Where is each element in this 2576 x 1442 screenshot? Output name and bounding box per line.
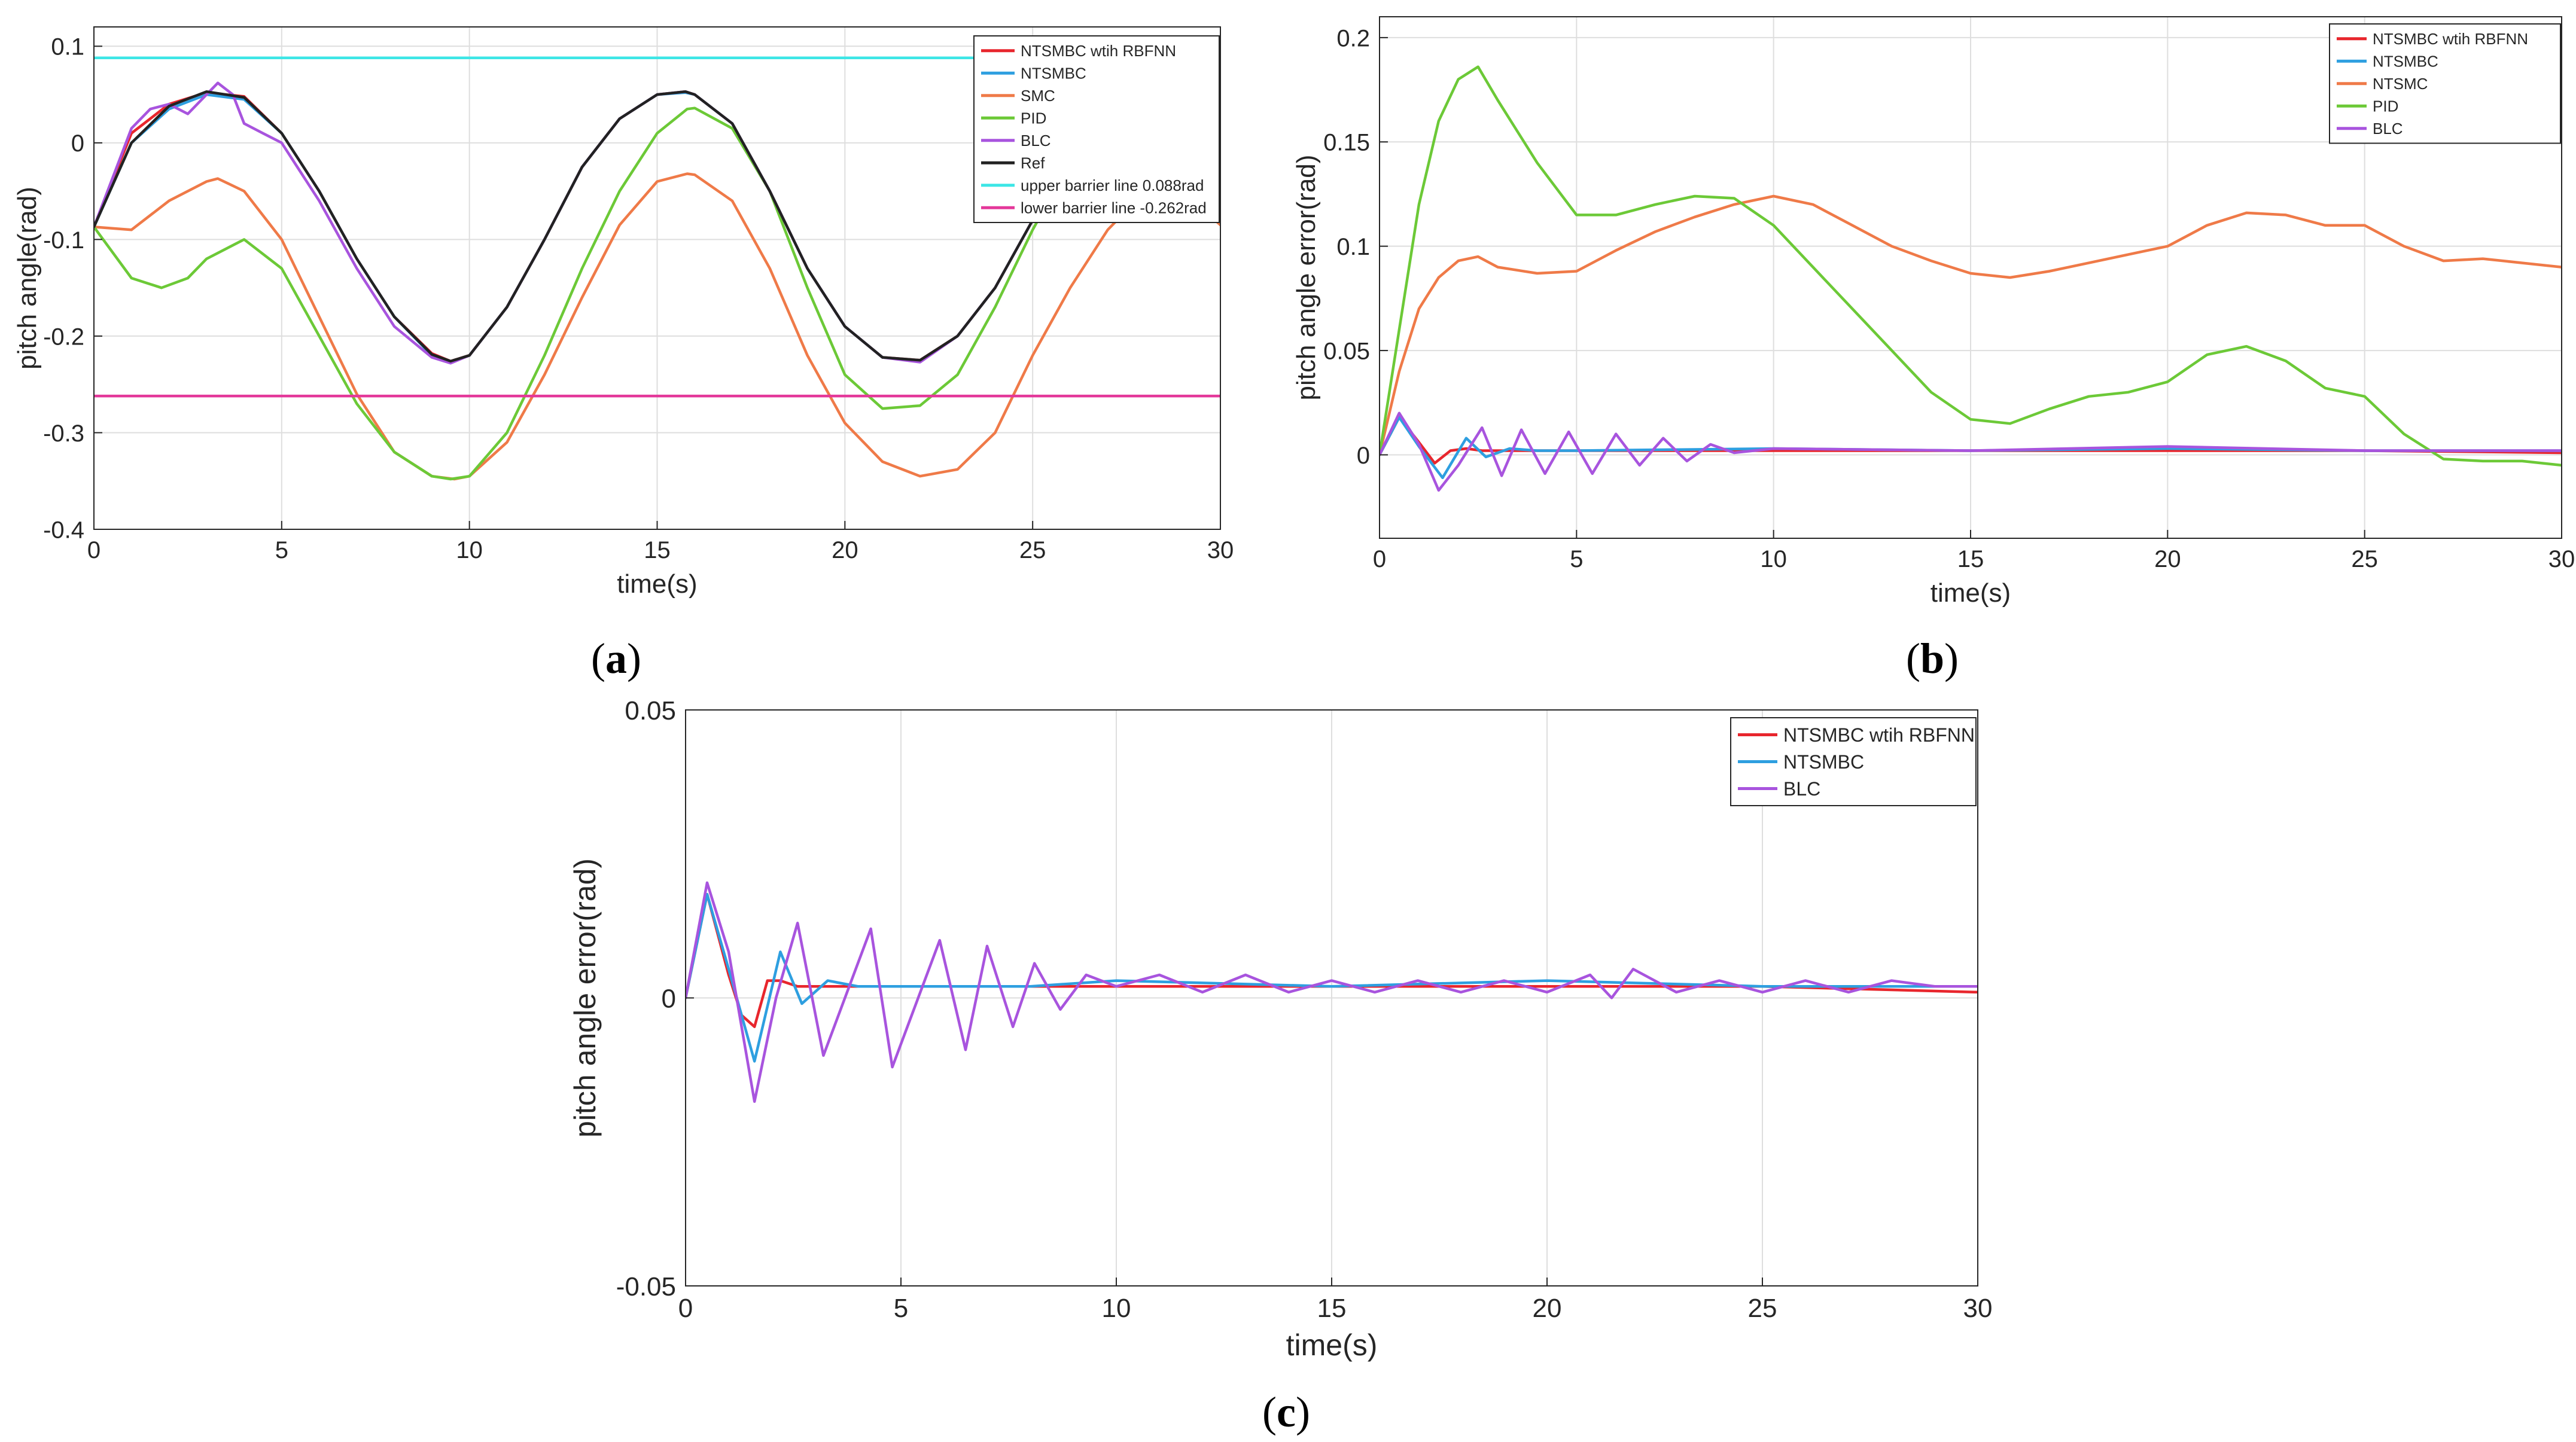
x-tick-label: 0: [87, 537, 101, 563]
x-tick-label: 15: [1957, 546, 1984, 572]
y-tick-label: 0: [1357, 443, 1370, 469]
series-line-pid: [94, 93, 1220, 481]
chart-b: 0 5 10 15 20 25 30 0 0.05 0.1 0.15 0.2 time(s) pitch …: [1292, 16, 2575, 608]
y-tick-label: -0.4: [43, 517, 84, 543]
y-tick-label: 0.05: [1323, 338, 1370, 364]
x-axis-label: time(s): [1931, 578, 2011, 608]
x-tick-label: 25: [1019, 537, 1046, 563]
legend-label: NTSMBC: [2373, 53, 2438, 71]
y-tick-label: 0: [71, 130, 84, 157]
x-tick-label: 20: [2154, 546, 2181, 572]
x-tick-label: 5: [275, 537, 288, 563]
y-tick-label: -0.1: [43, 227, 84, 254]
series-line-pid: [1380, 65, 2562, 467]
legend-label: NTSMBC wtih RBFNN: [1783, 724, 1975, 746]
legend-label: NTSMBC wtih RBFNN: [2373, 30, 2528, 48]
y-axis-label: pitch angle(rad): [13, 187, 42, 370]
legend-label: BLC: [1021, 132, 1051, 150]
legend-label: PID: [2373, 97, 2398, 115]
x-tick-label: 0: [678, 1294, 693, 1323]
x-tick-label: 15: [1317, 1294, 1347, 1323]
legend-label: NTSMBC wtih RBFNN: [1021, 42, 1176, 60]
series-line-smc: [94, 172, 1220, 481]
series-line-blc: [1380, 411, 2562, 492]
legend: NTSMBC wtih RBFNN NTSMBC SMC PID BLC Ref upper…: [973, 35, 1220, 223]
series-line-ref: [94, 90, 1220, 363]
x-tick-label: 30: [2548, 546, 2575, 572]
x-tick-label: 5: [1570, 546, 1583, 572]
legend-label: BLC: [2373, 120, 2403, 138]
y-tick-label: 0.15: [1323, 130, 1370, 156]
x-tick-label: 25: [1748, 1294, 1777, 1323]
x-tick-label: 20: [1533, 1294, 1562, 1323]
y-tick-label: -0.05: [616, 1272, 676, 1301]
legend-label: SMC: [1021, 87, 1055, 105]
y-tick-label: 0.05: [625, 696, 676, 725]
legend-box: [973, 35, 1220, 223]
x-axis-label: time(s): [617, 569, 697, 599]
series-line-ntsmc: [1380, 194, 2562, 456]
x-tick-label: 20: [832, 537, 858, 563]
y-tick-label: 0.1: [1336, 234, 1370, 260]
y-axis-label: pitch angle error(rad): [1292, 155, 1321, 401]
series-group: [686, 881, 1978, 1103]
legend-label: BLC: [1783, 778, 1820, 800]
chart-a: 0 5 10 15 20 25 30 -0.4 -0.3 -0.2 -0.1 0 0.1 time(s) p…: [13, 26, 1234, 599]
x-tick-label: 5: [894, 1294, 908, 1323]
x-tick-label: 10: [456, 537, 483, 563]
x-tick-label: 0: [1373, 546, 1386, 572]
legend-label: upper barrier line 0.088rad: [1021, 176, 1204, 194]
y-tick-label: -0.2: [43, 324, 84, 350]
series-line-ntsmbc-wtih-rbfnn: [1380, 416, 2562, 465]
panel-label-a: (a): [591, 635, 641, 682]
series-group: [1380, 65, 2562, 492]
y-tick-label: 0: [662, 984, 676, 1013]
series-line-blc: [686, 881, 1978, 1103]
panel-label-c: (c): [1262, 1388, 1310, 1436]
legend-label: NTSMC: [2373, 75, 2428, 93]
legend: NTSMBC wtih RBFNN NTSMBC NTSMC PID BLC: [2329, 23, 2561, 144]
legend: NTSMBC wtih RBFNN NTSMBC BLC: [1730, 717, 1977, 806]
y-tick-label: 0.2: [1336, 25, 1370, 51]
legend-label: PID: [1021, 109, 1046, 127]
legend-label: NTSMBC: [1783, 751, 1864, 773]
x-axis-label: time(s): [1286, 1328, 1378, 1362]
x-tick-label: 30: [1207, 537, 1234, 563]
legend-label: NTSMBC: [1021, 65, 1086, 83]
y-tick-label: -0.3: [43, 420, 84, 447]
x-tick-label: 10: [1760, 546, 1787, 572]
y-axis-label: pitch angle error(rad): [568, 858, 602, 1138]
panel-label-b: (b): [1905, 635, 1959, 682]
x-tick-label: 30: [1963, 1294, 1993, 1323]
legend-label: lower barrier line -0.262rad: [1021, 199, 1207, 217]
legend-box: [2329, 23, 2561, 144]
x-tick-label: 15: [644, 537, 671, 563]
legend-label: Ref: [1021, 154, 1045, 172]
x-tick-label: 10: [1102, 1294, 1131, 1323]
x-tick-label: 25: [2351, 546, 2378, 572]
y-tick-label: 0.1: [51, 34, 84, 60]
